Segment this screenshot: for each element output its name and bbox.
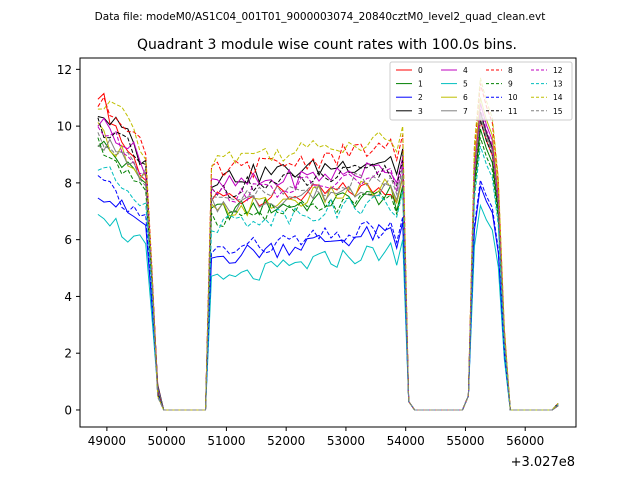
- legend-label-5: 5: [463, 80, 468, 89]
- axes-frame: [79, 57, 577, 428]
- axes-border: [79, 57, 577, 428]
- plot-area: [97, 77, 559, 411]
- series-line-5: [97, 203, 559, 411]
- legend-label-9: 9: [508, 80, 513, 89]
- x-axis: 49000 50000 51000 52000 53000 54000 55000 56000: [88, 427, 544, 448]
- x-tick-label: 50000: [148, 434, 186, 448]
- series-line-15: [97, 117, 559, 411]
- legend-label-15: 15: [553, 107, 563, 116]
- legend-label-10: 10: [508, 93, 518, 102]
- legend-label-14: 14: [553, 93, 563, 102]
- series-line-7: [97, 114, 559, 411]
- legend-label-8: 8: [508, 66, 513, 75]
- x-tick-label: 53000: [327, 434, 365, 448]
- y-tick-label: 12: [57, 63, 72, 77]
- x-tick-label: 56000: [506, 434, 544, 448]
- y-tick-label: 8: [64, 176, 72, 190]
- y-tick-label: 10: [57, 120, 72, 134]
- x-offset-label: +3.027e8: [511, 455, 575, 470]
- legend-label-11: 11: [508, 107, 518, 116]
- y-tick-label: 0: [64, 403, 72, 417]
- figure-suptitle: Data file: modeM0/AS1C04_001T01_90000030…: [95, 11, 546, 23]
- series-line-9: [97, 137, 559, 411]
- x-tick-label: 54000: [387, 434, 425, 448]
- y-tick-label: 4: [64, 290, 72, 304]
- legend-label-7: 7: [463, 107, 468, 116]
- legend-label-3: 3: [418, 107, 423, 116]
- y-tick-label: 2: [64, 347, 72, 361]
- legend-label-0: 0: [418, 66, 423, 75]
- series-line-13: [97, 145, 559, 411]
- x-tick-label: 55000: [446, 434, 484, 448]
- x-tick-label: 52000: [267, 434, 305, 448]
- legend-label-12: 12: [553, 66, 563, 75]
- series-line-3: [97, 111, 559, 411]
- legend-label-1: 1: [418, 80, 423, 89]
- series-line-2: [97, 185, 559, 411]
- y-tick-label: 6: [64, 233, 72, 247]
- legend-box: [389, 61, 573, 121]
- x-tick-label: 49000: [88, 434, 126, 448]
- y-axis: 0 2 4 6 8 10 12: [57, 63, 80, 417]
- x-tick-label: 51000: [207, 434, 245, 448]
- series-line-11: [97, 117, 559, 411]
- series-line-1: [97, 128, 559, 411]
- series-line-10: [97, 175, 559, 411]
- legend-label-4: 4: [463, 66, 468, 75]
- legend-label-2: 2: [418, 93, 423, 102]
- legend-label-13: 13: [553, 80, 563, 89]
- chart-title: Quadrant 3 module wise count rates with …: [137, 37, 517, 53]
- legend-label-6: 6: [463, 93, 468, 102]
